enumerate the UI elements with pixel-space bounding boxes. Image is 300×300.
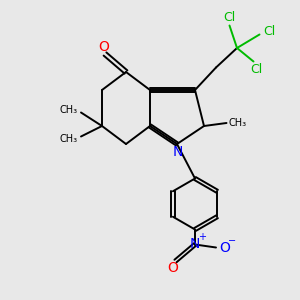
Text: O: O	[98, 40, 109, 54]
Text: +: +	[198, 232, 206, 242]
Text: −: −	[227, 236, 236, 246]
Text: CH₃: CH₃	[229, 118, 247, 128]
Text: O: O	[219, 241, 230, 254]
Text: Cl: Cl	[224, 11, 236, 24]
Text: CH₃: CH₃	[59, 105, 77, 115]
Text: Cl: Cl	[250, 63, 262, 76]
Text: N: N	[190, 238, 200, 251]
Text: Cl: Cl	[263, 25, 275, 38]
Text: CH₃: CH₃	[59, 134, 77, 144]
Text: N: N	[172, 146, 183, 159]
Text: O: O	[167, 261, 178, 274]
